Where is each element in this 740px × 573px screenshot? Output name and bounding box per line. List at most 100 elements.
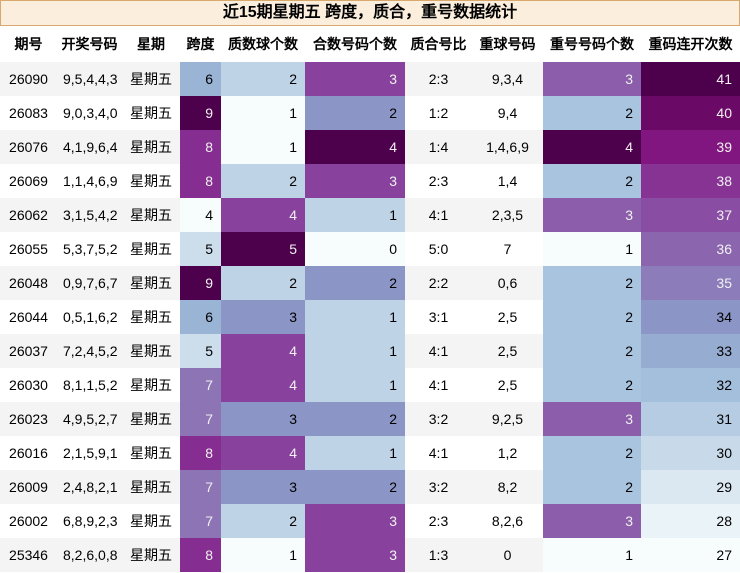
table-cell: 3:1 — [428, 309, 449, 325]
table-cell: 2,3,5 — [491, 207, 524, 223]
table-cell: 26037 — [9, 343, 48, 359]
table-cell: 星期五 — [130, 139, 172, 155]
table-cell: 星期五 — [130, 309, 172, 325]
table-cell: 3 — [543, 62, 641, 96]
table-row: 26009 2,4,8,2,1 星期五 7 3 2 3:2 8,2 2 29 — [0, 470, 740, 504]
table-cell: 4 — [221, 368, 305, 402]
table-cell: 4 — [221, 436, 305, 470]
table-cell: 5 — [180, 232, 221, 266]
table-body: 26090 9,5,4,4,3 星期五 6 2 3 2:3 9,3,4 3 41 26083 9,0,… — [0, 62, 740, 572]
column-header: 合数号码个数 — [313, 36, 397, 52]
table-cell: 0,9,7,6,7 — [63, 275, 118, 291]
column-header: 重球号码 — [479, 36, 536, 52]
table-cell: 26023 — [9, 411, 48, 427]
table-title: 近15期星期五 跨度，质合，重号数据统计 — [0, 0, 740, 26]
table-cell: 8,2 — [497, 479, 518, 495]
table-cell: 2 — [543, 334, 641, 368]
table-cell: 39 — [641, 130, 740, 164]
table-cell: 1,1,4,6,9 — [63, 173, 118, 189]
table-cell: 0,6 — [497, 275, 518, 291]
table-cell: 星期五 — [130, 513, 172, 529]
table-cell: 5 — [221, 232, 305, 266]
table-cell: 5:0 — [428, 241, 449, 257]
table-cell: 26044 — [9, 309, 48, 325]
table-cell: 26016 — [9, 445, 48, 461]
table-cell: 星期五 — [130, 105, 172, 121]
table-cell: 4 — [221, 198, 305, 232]
table-cell: 1 — [221, 96, 305, 130]
table-row: 26023 4,9,5,2,7 星期五 7 3 2 3:2 9,2,5 3 31 — [0, 402, 740, 436]
table-cell: 8,2,6,0,8 — [63, 547, 118, 563]
table-cell: 1:2 — [428, 105, 449, 121]
table-row: 26090 9,5,4,4,3 星期五 6 2 3 2:3 9,3,4 3 41 — [0, 62, 740, 96]
table-cell: 2 — [305, 266, 405, 300]
header-row: 期号 开奖号码 星期 跨度 质数球个数 合数号码个数 质合号比 重球号码 重号号码个数 重码连开次… — [0, 26, 740, 62]
table-cell: 7 — [180, 402, 221, 436]
table-row: 26062 3,1,5,4,2 星期五 4 4 1 4:1 2,3,5 3 37 — [0, 198, 740, 232]
table-cell: 3 — [221, 300, 305, 334]
table-cell: 27 — [641, 538, 740, 572]
table-cell: 星期五 — [130, 411, 172, 427]
table-cell: 26076 — [9, 139, 48, 155]
table-cell: 1 — [305, 334, 405, 368]
table-cell: 星期五 — [130, 445, 172, 461]
table-cell: 星期五 — [130, 173, 172, 189]
table-cell: 7 — [180, 504, 221, 538]
table-cell: 9 — [180, 96, 221, 130]
table-cell: 1 — [305, 436, 405, 470]
table-cell: 33 — [641, 334, 740, 368]
table-row: 26044 0,5,1,6,2 星期五 6 3 1 3:1 2,5 2 34 — [0, 300, 740, 334]
table-cell: 1 — [305, 300, 405, 334]
table-cell: 37 — [641, 198, 740, 232]
column-header: 开奖号码 — [61, 36, 118, 52]
table-cell: 3 — [305, 62, 405, 96]
table-cell: 29 — [641, 470, 740, 504]
table-cell: 2 — [543, 266, 641, 300]
column-header: 重码连开次数 — [648, 36, 733, 52]
table-cell: 2:3 — [428, 513, 449, 529]
table-cell: 8 — [180, 130, 221, 164]
column-header: 质数球个数 — [228, 36, 298, 52]
table-cell: 8,1,1,5,2 — [63, 377, 118, 393]
table-cell: 2:3 — [428, 173, 449, 189]
table-cell: 星期五 — [130, 275, 172, 291]
table-cell: 8,2,6 — [491, 513, 524, 529]
table-cell: 星期五 — [130, 479, 172, 495]
table-cell: 3 — [221, 470, 305, 504]
table-cell: 2 — [543, 300, 641, 334]
table-cell: 26009 — [9, 479, 48, 495]
table-cell: 9,5,4,4,3 — [63, 71, 118, 87]
table-cell: 7,2,4,5,2 — [63, 343, 118, 359]
table-cell: 1 — [543, 538, 641, 572]
table-cell: 35 — [641, 266, 740, 300]
table-cell: 5,3,7,5,2 — [63, 241, 118, 257]
table-row: 26002 6,8,9,2,3 星期五 7 2 3 2:3 8,2,6 3 28 — [0, 504, 740, 538]
table-cell: 31 — [641, 402, 740, 436]
table-cell: 3 — [305, 164, 405, 198]
table-cell: 25346 — [9, 547, 48, 563]
table-cell: 7 — [503, 241, 512, 257]
table-cell: 4,1,9,6,4 — [63, 139, 118, 155]
table-cell: 2 — [543, 470, 641, 504]
table-cell: 2 — [221, 62, 305, 96]
table-cell: 星期五 — [130, 343, 172, 359]
table-cell: 2 — [221, 164, 305, 198]
table-cell: 3:2 — [428, 479, 449, 495]
table-cell: 38 — [641, 164, 740, 198]
table-cell: 8 — [180, 164, 221, 198]
table-cell: 36 — [641, 232, 740, 266]
table-cell: 26062 — [9, 207, 48, 223]
table-cell: 30 — [641, 436, 740, 470]
table-cell: 9,2,5 — [491, 411, 524, 427]
table-cell: 4 — [543, 130, 641, 164]
table-row: 26076 4,1,9,6,4 星期五 8 1 4 1:4 1,4,6,9 4 39 — [0, 130, 740, 164]
table-cell: 0 — [503, 547, 512, 563]
table-row: 26037 7,2,4,5,2 星期五 5 4 1 4:1 2,5 2 33 — [0, 334, 740, 368]
table-cell: 星期五 — [130, 207, 172, 223]
table-cell: 26048 — [9, 275, 48, 291]
table-cell: 2,1,5,9,1 — [63, 445, 118, 461]
table-cell: 3 — [543, 198, 641, 232]
table-cell: 3 — [543, 504, 641, 538]
column-header: 跨度 — [186, 36, 215, 52]
